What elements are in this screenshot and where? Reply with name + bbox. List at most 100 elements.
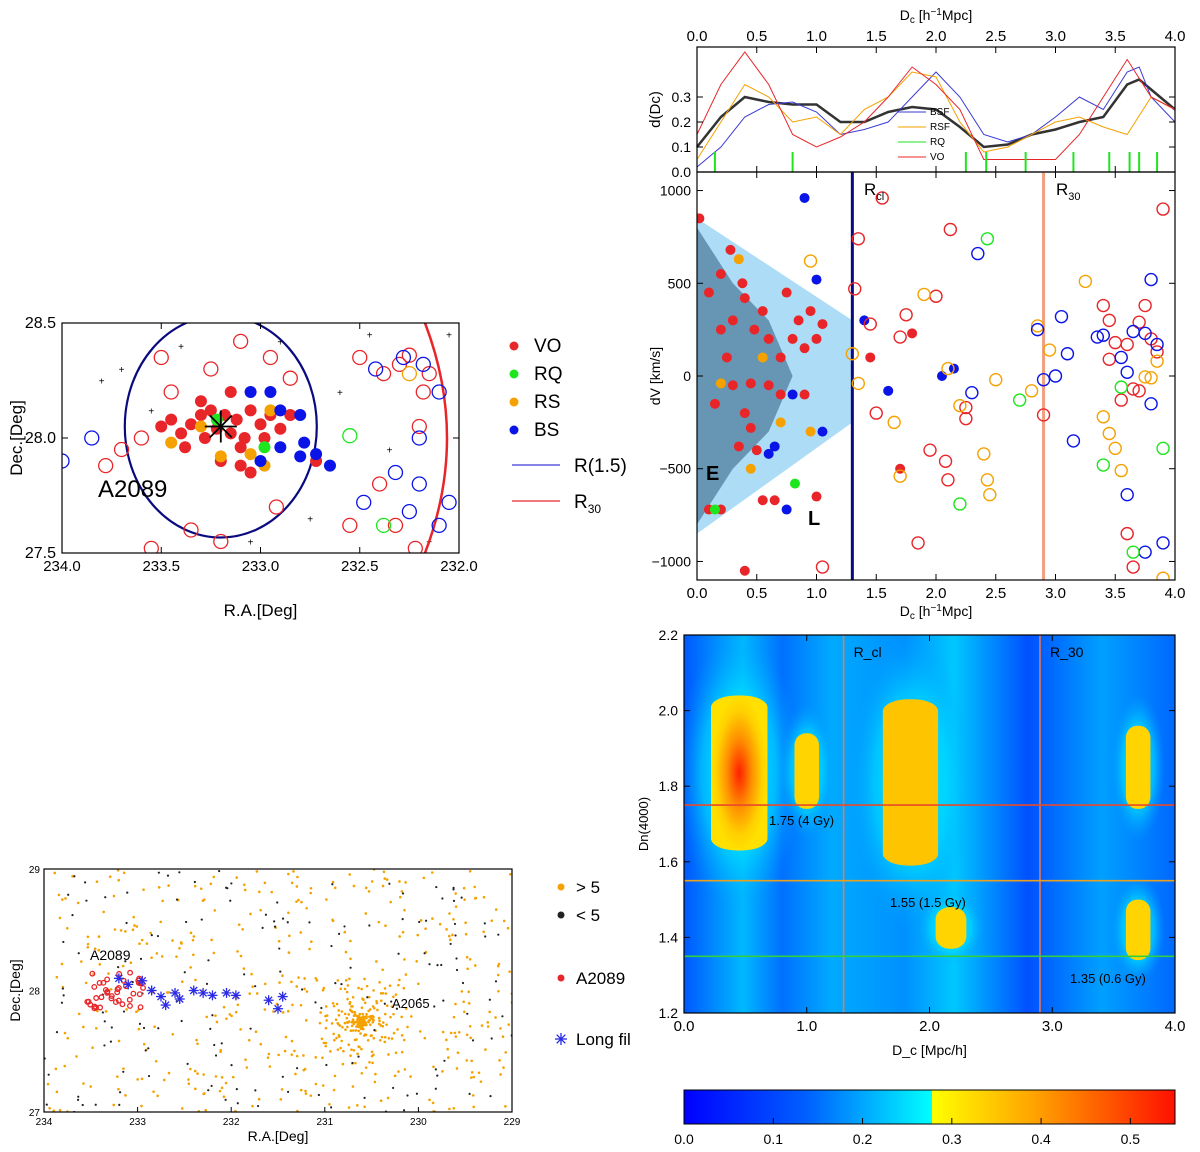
phase-ring-rs-open (803, 254, 818, 268)
galaxy-ring-vo-field (113, 441, 130, 458)
galaxy-dot-high (53, 871, 57, 875)
galaxy-ring-bs-field (441, 494, 457, 511)
galaxy-dot-low (229, 899, 232, 902)
large-scale-xtick-label: 233 (129, 1117, 146, 1128)
galaxy-dot-high (486, 1021, 490, 1024)
galaxy-dot-low (122, 1010, 126, 1013)
galaxy-dot-high (383, 987, 387, 990)
large-scale-frame (43, 868, 513, 1113)
galaxy-dot-high (356, 1052, 359, 1056)
galaxy-dot-low (94, 1103, 97, 1106)
galaxy-dot-high (219, 1048, 223, 1052)
galaxy-dot-high (344, 950, 348, 954)
heatmap-blob (1125, 725, 1151, 809)
galaxy-dot-high (378, 1019, 381, 1023)
heatmap-xtick-label: 3.0 (1042, 1018, 1063, 1035)
galaxy-dot-high (441, 1070, 444, 1073)
galaxy-dot-high (194, 1087, 197, 1091)
phase-ring-vo-open (1102, 352, 1116, 367)
galaxy-dot-high (422, 876, 426, 880)
heatmap-blob (1125, 899, 1151, 961)
galaxy-dot-high (250, 972, 253, 976)
galaxy-dot-high (80, 960, 83, 963)
galaxy-dot-high (322, 986, 326, 990)
galaxy-dot-high (351, 1029, 355, 1032)
galaxy-dot-high (397, 983, 400, 987)
galaxy-dot-high (290, 1053, 294, 1056)
galaxy-dot-low (383, 1002, 386, 1005)
galaxy-dot-high (397, 1070, 400, 1073)
galaxy-dot-high (157, 886, 161, 889)
galaxy-dot-high (214, 1014, 217, 1017)
galaxy-dot-high (239, 1028, 242, 1031)
galaxy-dot-low (118, 1091, 122, 1094)
galaxy-dot-high (291, 1003, 294, 1007)
galaxy-dot-high (136, 1078, 139, 1081)
galaxy-dot-high (358, 1045, 361, 1049)
phase-ring-rs-open (983, 487, 997, 502)
galaxy-dot-high (231, 1075, 235, 1079)
galaxy-dot-high (308, 947, 311, 951)
galaxy-dot-low (209, 1027, 212, 1030)
galaxy-dot-high (305, 990, 309, 993)
galaxy-dot-high (202, 1073, 205, 1076)
phase-ring-vo-open (851, 232, 866, 246)
galaxy-dot-high (321, 1084, 325, 1087)
galaxy-point-bs (274, 404, 287, 417)
phase-point-vo (703, 287, 714, 298)
galaxy-dot-high (278, 981, 281, 984)
galaxy-point-vo (194, 395, 207, 408)
galaxy-dot-low (77, 1095, 80, 1098)
galaxy-dot-high (91, 1046, 94, 1050)
galaxy-dot-low (220, 1042, 223, 1045)
galaxy-dot-high (324, 1026, 328, 1030)
galaxy-dot-high (454, 905, 458, 908)
galaxy-dot-high (454, 1035, 458, 1038)
galaxy-dot-low (300, 988, 304, 991)
a2089-member (102, 986, 109, 993)
galaxy-dot-low (200, 918, 203, 921)
galaxy-dot-high (351, 995, 355, 999)
phase-point-vo (727, 315, 738, 326)
galaxy-dot-high (402, 986, 406, 990)
galaxy-dot-high (324, 1044, 328, 1048)
cluster-name-label: A2089 (98, 476, 167, 503)
galaxy-dot-high (324, 1005, 328, 1008)
heatmap-ytick-label: 1.4 (659, 929, 679, 945)
galaxy-dot-high (215, 1020, 219, 1024)
galaxy-dot-low (435, 885, 438, 889)
galaxy-dot-high (309, 1094, 313, 1097)
galaxy-dot-high (205, 1015, 209, 1019)
a2089-member (96, 979, 103, 986)
phase-ring-rq-open (980, 232, 995, 246)
galaxy-dot-high (502, 919, 506, 923)
galaxy-dot-high (171, 1032, 175, 1036)
galaxy-dot-high (153, 1025, 156, 1029)
galaxy-dot-high (372, 1053, 375, 1057)
a2089-member (108, 993, 115, 999)
galaxy-point-vo (198, 432, 211, 444)
galaxy-dot-low (207, 1089, 210, 1092)
heatmap-plot: R_cl R_30 1.75 (4 Gy) 1.55 (1.5 Gy) 1.35 (0.… (684, 635, 1175, 1013)
galaxy-dot-high (365, 1023, 368, 1027)
galaxy-dot-high (132, 915, 136, 919)
phase-point-bs (883, 385, 894, 396)
phase-ring-rs-open (1144, 371, 1158, 385)
galaxy-dot-high (486, 1025, 490, 1028)
galaxy-dot-high (502, 1066, 505, 1069)
galaxy-dot-low (254, 985, 257, 988)
galaxy-dot-low (497, 933, 500, 936)
phase-ring-vo-open (1096, 298, 1111, 313)
a2089-member (127, 1002, 133, 1009)
sky-map-ytick-label: 28.0 (25, 430, 56, 447)
galaxy-dot-high (204, 1108, 208, 1112)
long-filament-star (138, 976, 147, 985)
galaxy-ring-vo-field (415, 384, 431, 400)
galaxy-dot-high (404, 881, 407, 884)
sky-map-xtick-label: 232.5 (341, 558, 379, 575)
galaxy-dot-high (259, 1042, 263, 1046)
galaxy-dot-high (192, 935, 196, 938)
galaxy-ring-vo-field (153, 349, 169, 366)
a2089-member (91, 984, 98, 990)
